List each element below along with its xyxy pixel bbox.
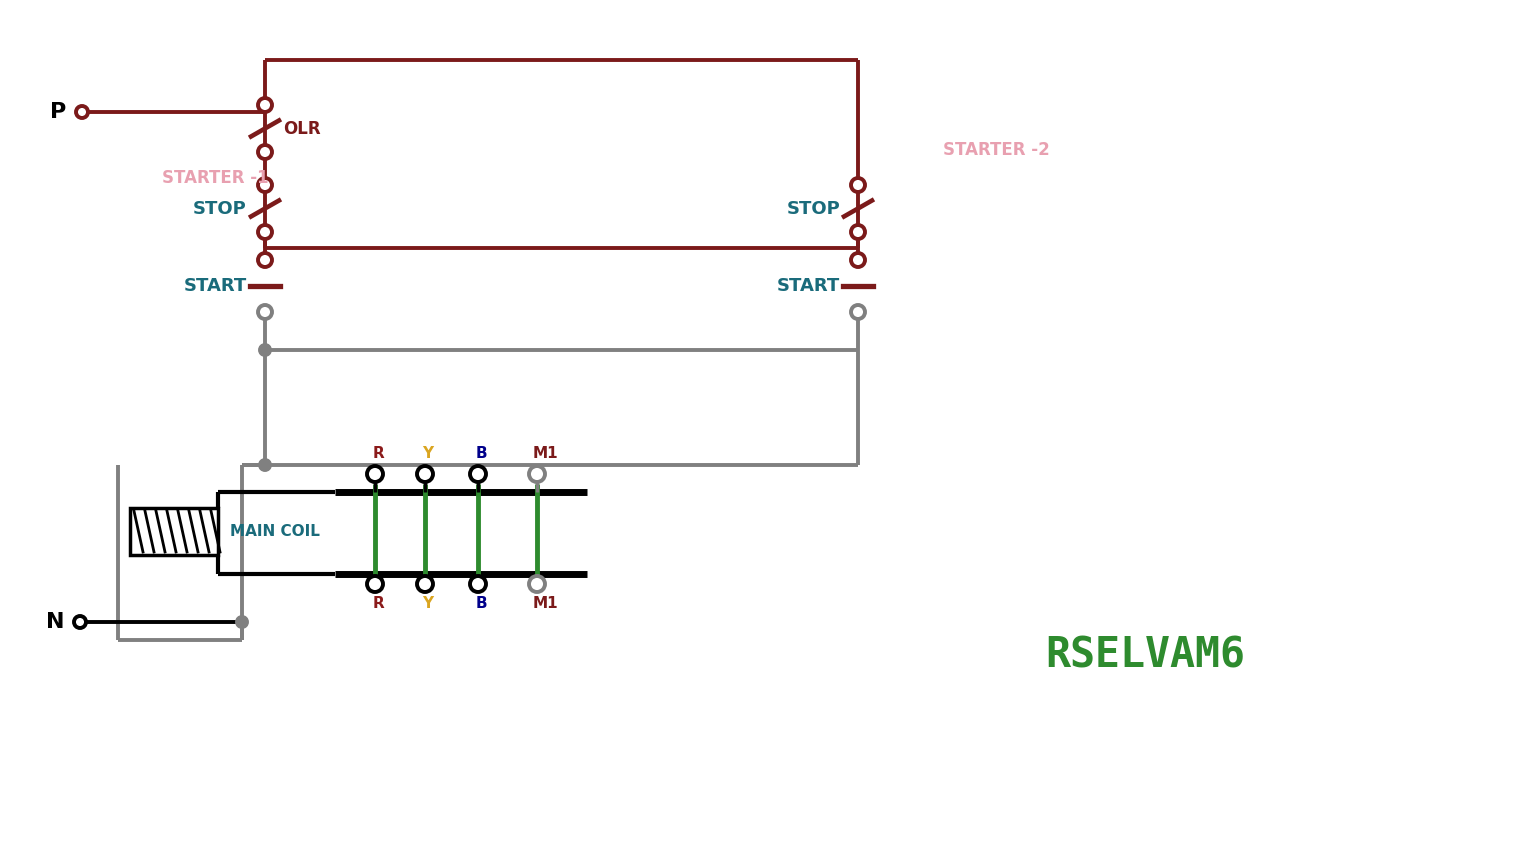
Text: M1: M1 bbox=[531, 596, 558, 612]
Circle shape bbox=[75, 106, 88, 118]
Text: MAIN COIL: MAIN COIL bbox=[230, 524, 319, 539]
Circle shape bbox=[367, 466, 382, 482]
Text: B: B bbox=[475, 596, 487, 612]
Text: START: START bbox=[777, 277, 840, 295]
Text: R: R bbox=[372, 447, 384, 461]
Circle shape bbox=[528, 576, 545, 592]
Circle shape bbox=[260, 345, 270, 355]
Circle shape bbox=[237, 617, 247, 627]
Circle shape bbox=[416, 576, 433, 592]
Text: B: B bbox=[475, 447, 487, 461]
Text: M1: M1 bbox=[531, 447, 558, 461]
Circle shape bbox=[416, 466, 433, 482]
Circle shape bbox=[470, 466, 485, 482]
Text: OLR: OLR bbox=[283, 119, 321, 137]
Text: STOP: STOP bbox=[194, 200, 247, 218]
Text: R: R bbox=[372, 596, 384, 612]
Circle shape bbox=[258, 305, 272, 319]
Circle shape bbox=[258, 178, 272, 192]
Circle shape bbox=[258, 145, 272, 159]
Text: RSELVAM6: RSELVAM6 bbox=[1044, 634, 1246, 676]
Text: N: N bbox=[46, 612, 65, 632]
Circle shape bbox=[258, 225, 272, 239]
Circle shape bbox=[258, 98, 272, 112]
Circle shape bbox=[851, 253, 865, 267]
Circle shape bbox=[528, 466, 545, 482]
Circle shape bbox=[260, 460, 270, 470]
Text: STOP: STOP bbox=[786, 200, 840, 218]
Text: STARTER -1: STARTER -1 bbox=[161, 169, 269, 187]
Circle shape bbox=[851, 225, 865, 239]
Text: P: P bbox=[49, 102, 66, 122]
Circle shape bbox=[851, 178, 865, 192]
Circle shape bbox=[470, 576, 485, 592]
Text: Y: Y bbox=[422, 596, 433, 612]
Text: STARTER -2: STARTER -2 bbox=[943, 141, 1049, 159]
Circle shape bbox=[74, 616, 86, 628]
Text: START: START bbox=[184, 277, 247, 295]
Circle shape bbox=[258, 253, 272, 267]
Text: Y: Y bbox=[422, 447, 433, 461]
Circle shape bbox=[367, 576, 382, 592]
Circle shape bbox=[851, 305, 865, 319]
Bar bbox=[131, 508, 218, 555]
